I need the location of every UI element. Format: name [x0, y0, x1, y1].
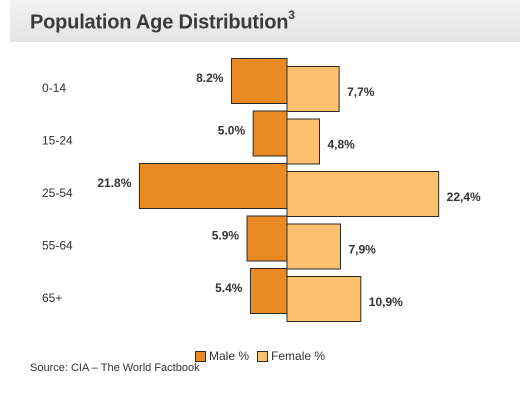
- category-label-65: 65+: [42, 291, 62, 305]
- female-value-label-15-24: 4,8%: [327, 138, 355, 152]
- legend-swatch-male: [195, 350, 206, 362]
- male-bar-0-14: [230, 58, 288, 104]
- female-bar-25-54: [286, 171, 440, 217]
- legend: Male % Female %: [195, 349, 333, 363]
- female-bar-65: [286, 276, 362, 322]
- male-bar-65: [249, 268, 288, 314]
- legend-label-female: Female %: [271, 349, 326, 363]
- male-bar-15-24: [252, 110, 288, 157]
- legend-item-male: Male %: [195, 349, 249, 363]
- category-label-15-24: 15-24: [42, 134, 73, 148]
- male-bar-25-54: [138, 163, 288, 209]
- source-note: Source: CIA – The World Factbook: [30, 362, 200, 374]
- category-label-0-14: 0-14: [42, 81, 66, 95]
- male-value-label-55-64: 5.9%: [212, 229, 240, 243]
- category-label-25-54: 25-54: [42, 186, 73, 200]
- title-band: [10, 0, 520, 42]
- chart-title-text: Population Age Distribution: [30, 11, 289, 34]
- female-value-label-65: 10,9%: [369, 295, 403, 309]
- male-value-label-0-14: 8.2%: [196, 71, 224, 85]
- male-value-label-15-24: 5.0%: [218, 124, 246, 138]
- category-label-55-64: 55-64: [42, 239, 73, 253]
- chart-title-superscript: 3: [288, 8, 295, 22]
- female-value-label-25-54: 22,4%: [447, 190, 481, 204]
- chart-title: Population Age Distribution3: [30, 8, 295, 35]
- legend-label-male: Male %: [209, 349, 250, 363]
- female-value-label-0-14: 7,7%: [347, 85, 375, 99]
- legend-swatch-female: [257, 350, 269, 362]
- male-value-label-25-54: 21.8%: [97, 176, 131, 190]
- legend-item-female: Female %: [257, 349, 325, 363]
- female-bar-0-14: [286, 66, 340, 112]
- female-bar-15-24: [286, 118, 320, 165]
- male-bar-55-64: [246, 215, 288, 262]
- male-value-label-65: 5.4%: [215, 281, 243, 295]
- female-bar-55-64: [286, 223, 341, 270]
- female-value-label-55-64: 7,9%: [348, 243, 376, 257]
